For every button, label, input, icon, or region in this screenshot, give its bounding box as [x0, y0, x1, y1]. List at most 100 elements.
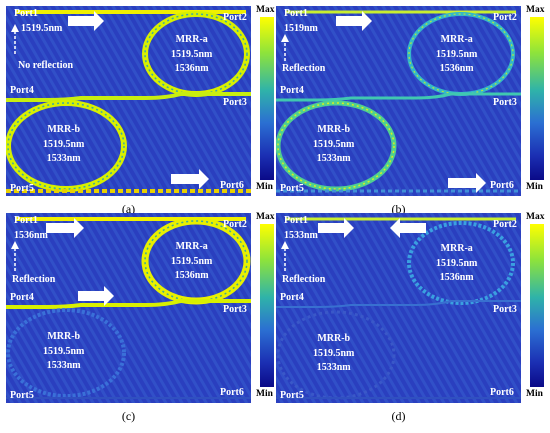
mrr-a-text: MRR-a 1519.5nm 1536nm [171, 33, 212, 77]
field-map-svg [276, 6, 521, 196]
colorbar-min-label: Min [256, 182, 273, 192]
middle-bus-waveguide [276, 92, 521, 102]
wavelength-label: 1533nm [284, 230, 318, 241]
mrr-b-text: MRR-b 1519.5nm 1533nm [313, 332, 354, 376]
port4-label: Port4 [10, 85, 34, 96]
field-map: Port1 1533nm Reflection Port2 Port3 Port… [276, 213, 521, 403]
mrr-a-wavelength-2: 1536nm [439, 63, 474, 74]
panel-caption: (b) [391, 202, 406, 216]
mrr-a-name: MRR-a [440, 243, 473, 254]
back-reflection-arrow-icon [390, 218, 426, 238]
wavelength-label: 1536nm [14, 230, 48, 241]
panel-caption: (a) [121, 202, 136, 216]
port2-label: Port2 [493, 219, 517, 230]
mrr-a-name: MRR-a [175, 34, 208, 45]
reflection-arrow-icon [11, 241, 19, 249]
mrr-a-wavelength-1: 1519.5nm [436, 257, 478, 269]
colorbar: Max Min [526, 212, 550, 403]
port6-label: Port6 [490, 180, 514, 191]
port6-label: Port6 [220, 387, 244, 398]
panel-caption: (c) [121, 409, 136, 423]
reflection-arrow-icon [11, 24, 19, 32]
output-arrow-icon [448, 173, 486, 193]
colorbar-max-label: Max [526, 5, 545, 15]
port4-label: Port4 [280, 85, 304, 96]
background [276, 213, 521, 403]
port5-label: Port5 [280, 183, 304, 194]
mrr-a-wavelength-2: 1536nm [439, 272, 474, 283]
port3-label: Port3 [493, 304, 517, 315]
port1-label: Port1 [284, 8, 308, 19]
port5-label: Port5 [10, 183, 34, 194]
input-arrow-icon [318, 218, 354, 238]
mrr-a-wavelength-1: 1519.5nm [436, 48, 478, 60]
port3-label: Port3 [223, 304, 247, 315]
mrr-b-name: MRR-b [317, 124, 351, 135]
middle-bus-waveguide [6, 92, 251, 102]
mrr-a-text: MRR-a 1519.5nm 1536nm [436, 242, 477, 286]
wavelength-label: 1519.5nm [21, 23, 63, 34]
mrr-b-ring-pattern [277, 102, 395, 190]
mrr-a-wavelength-2: 1536nm [174, 270, 209, 281]
input-arrow-icon [68, 11, 104, 31]
port2-label: Port2 [493, 12, 517, 23]
mrr-b-wavelength-1: 1519.5nm [313, 347, 355, 359]
port5-label: Port5 [280, 390, 304, 401]
port1-label: Port1 [284, 215, 308, 226]
port3-label: Port3 [493, 97, 517, 108]
colorbar-min-label: Min [256, 389, 273, 399]
reflection-label: No reflection [18, 60, 74, 71]
mrr-b-text: MRR-b 1519.5nm 1533nm [43, 123, 84, 167]
field-map-svg [6, 6, 251, 196]
mrr-a-wavelength-1: 1519.5nm [171, 255, 213, 267]
mrr-a-wavelength-2: 1536nm [174, 63, 209, 74]
wavelength-label: 1519nm [284, 23, 318, 34]
middle-bus-waveguide [276, 300, 521, 308]
colorbar-max-label: Max [526, 212, 545, 222]
mrr-b-wavelength-1: 1519.5nm [43, 345, 85, 357]
colorbar-min-label: Min [526, 182, 543, 192]
colorbar-gradient [530, 224, 544, 387]
mrr-a-text: MRR-a 1519.5nm 1536nm [436, 33, 477, 77]
mrr-b-wavelength-2: 1533nm [316, 362, 351, 373]
input-arrow-icon [336, 11, 372, 31]
mrr-b-name: MRR-b [47, 331, 81, 342]
colorbar: Max Min [256, 5, 284, 196]
mrr-a-name: MRR-a [175, 241, 208, 252]
mrr-b-wavelength-1: 1519.5nm [43, 138, 85, 150]
colorbar-gradient [260, 17, 274, 180]
mrr-a-text: MRR-a 1519.5nm 1536nm [171, 240, 212, 284]
mrr-b-ring-pattern [7, 102, 125, 190]
colorbar-min-label: Min [526, 389, 543, 399]
colorbar-max-label: Max [256, 212, 275, 222]
mrr-b-wavelength-2: 1533nm [316, 153, 351, 164]
reflection-arrow-icon [281, 241, 289, 249]
port4-label: Port4 [280, 292, 304, 303]
field-map-svg [276, 213, 521, 403]
mrr-b-ring [6, 308, 126, 398]
colorbar: Max Min [526, 5, 550, 196]
colorbar-gradient [260, 224, 274, 387]
panel-caption: (d) [391, 409, 406, 423]
mrr-b-text: MRR-b 1519.5nm 1533nm [43, 330, 84, 374]
middle-bus-waveguide [6, 299, 251, 309]
port6-label: Port6 [220, 180, 244, 191]
field-map: Port1 1519nm Reflection Port2 Port3 Port… [276, 6, 521, 196]
reflection-label: Reflection [282, 274, 326, 285]
colorbar: Max Min [256, 212, 284, 403]
reflection-label: Reflection [12, 274, 56, 285]
field-map-svg [6, 213, 251, 403]
port5-label: Port5 [10, 390, 34, 401]
mrr-a-ring-pattern [408, 13, 514, 95]
port2-label: Port2 [223, 12, 247, 23]
port1-label: Port1 [14, 215, 38, 226]
output-arrow-icon [171, 169, 209, 189]
field-map: Port1 1519.5nm No reflection Port2 Port3… [6, 6, 251, 196]
mrr-a-ring [407, 221, 515, 305]
mrr-b-name: MRR-b [317, 333, 351, 344]
mrr-a-wavelength-1: 1519.5nm [171, 48, 213, 60]
port4-label: Port4 [10, 292, 34, 303]
reflection-label: Reflection [282, 63, 326, 74]
mrr-b-wavelength-1: 1519.5nm [313, 138, 355, 150]
mrr-b-wavelength-2: 1533nm [46, 360, 81, 371]
